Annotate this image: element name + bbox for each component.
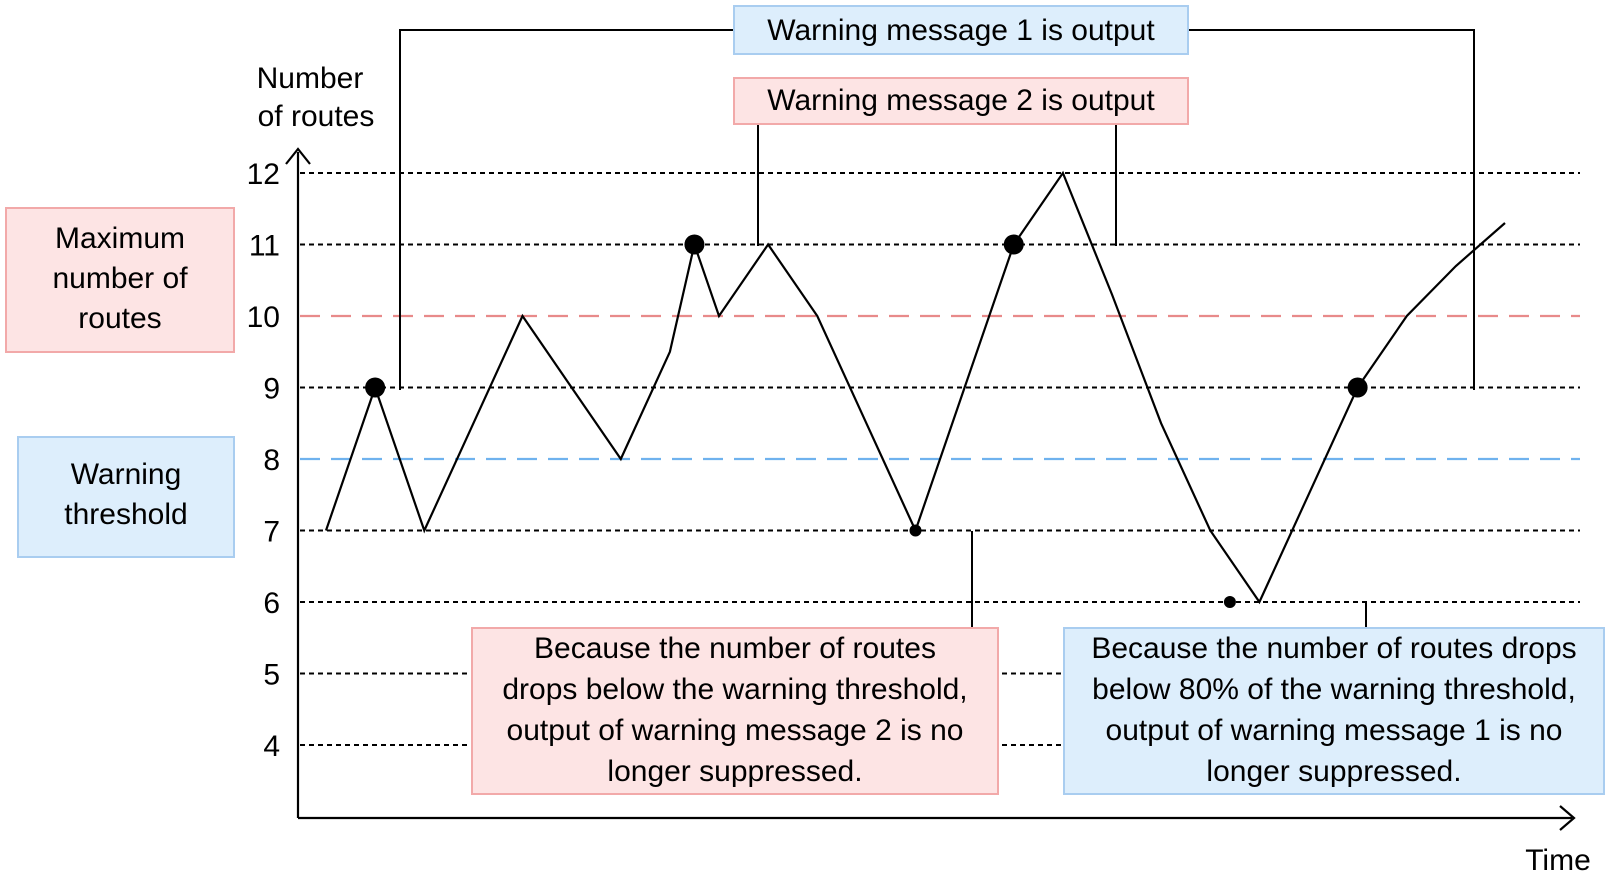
x-axis-arrowhead [1559,805,1576,831]
series-layer [324,170,1506,605]
y-tick-label-9: 9 [263,373,280,406]
note-right-line-3: output of warning message 1 is no [1106,714,1563,747]
y-tick-label-8: 8 [263,444,280,477]
y-axis-title-line-1: Number [257,62,364,95]
max-routes-label-box [5,207,235,353]
max-routes-label-line-2: number of [52,262,188,295]
y-axis-title-line-2: of routes [258,100,375,133]
note-left-line-2: drops below the warning threshold, [502,673,967,706]
y-tick-label-6: 6 [263,587,280,620]
max-routes-label-line-1: Maximum [55,222,185,255]
series-line-1 [324,170,1506,605]
warning-threshold-label-line-2: threshold [64,498,187,531]
marked-point-5 [909,524,922,537]
marked-points-layer [365,234,1368,608]
note-left-line-3: output of warning message 2 is no [507,714,964,747]
warning-threshold-label-box [17,436,235,558]
y-tick-label-11: 11 [249,230,280,263]
note-right-box [1063,627,1605,795]
marked-point-6 [1223,596,1236,608]
warning-message-1-text: Warning message 1 is output [767,14,1155,47]
marked-point-1 [365,377,386,398]
y-tick-label-12: 12 [247,158,280,191]
warning-message-2-text: Warning message 2 is output [767,84,1155,117]
y-tick-labels: 4 5 6 7 8 9 10 11 12 [247,158,280,763]
y-tick-label-4: 4 [263,730,280,763]
note-left-line-4: longer suppressed. [607,755,862,788]
y-axis-arrowhead [285,147,311,165]
msg1-leader-left [399,29,738,390]
y-tick-label-7: 7 [263,516,280,549]
warning-threshold-label-line-1: Warning [71,458,182,491]
marked-point-4 [1347,377,1368,398]
note-right-line-4: longer suppressed. [1206,755,1461,788]
x-axis-title: Time [1525,844,1591,877]
marked-point-3 [1003,234,1024,255]
max-routes-label-line-3: routes [78,302,161,335]
warning-message-1-box [733,5,1189,55]
note-left-box [471,627,999,795]
note-right-line-1: Because the number of routes drops [1091,632,1576,665]
msg1-leader-right [1188,29,1475,390]
note-right-line-2: below 80% of the warning threshold, [1092,673,1576,706]
note-left-line-1: Because the number of routes [534,632,936,665]
y-tick-label-10: 10 [247,301,280,334]
y-tick-label-5: 5 [263,659,280,692]
warning-message-2-box [733,77,1189,125]
marked-point-2 [684,234,705,255]
